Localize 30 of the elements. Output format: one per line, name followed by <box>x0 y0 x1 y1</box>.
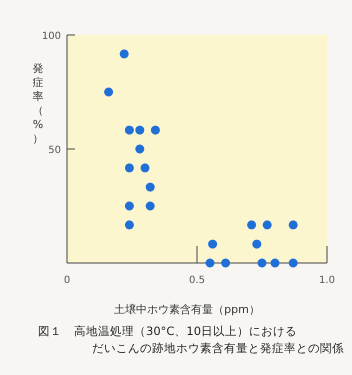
point <box>252 240 262 249</box>
point <box>288 220 298 230</box>
y-tick-label: 100 <box>42 31 61 42</box>
point <box>146 182 155 192</box>
x-tick-label: 0.5 <box>189 275 205 286</box>
point <box>221 258 230 268</box>
point <box>146 202 155 210</box>
point <box>124 163 134 172</box>
point <box>120 49 129 58</box>
point <box>135 144 144 154</box>
point <box>247 220 256 230</box>
point <box>124 220 134 230</box>
point <box>258 258 266 268</box>
point <box>288 258 298 268</box>
point <box>270 258 280 268</box>
x-tick-label: 0 <box>64 275 70 286</box>
point <box>140 163 150 172</box>
point <box>124 126 134 135</box>
point <box>206 258 214 268</box>
point <box>135 126 144 135</box>
point <box>124 202 134 210</box>
x-axis-title: 土壌中ホウ素含有量（ppm） <box>114 303 260 316</box>
y-tick-label: 50 <box>48 145 61 156</box>
point <box>150 126 160 135</box>
point <box>208 240 218 249</box>
point <box>104 88 114 96</box>
x-tick-label: 1.0 <box>319 275 335 286</box>
y-axis-title: 発症率（%） <box>32 62 44 145</box>
point <box>262 220 272 230</box>
caption: 図１ 高地温処理（30°C、10日以上）におけるだいこんの跡地ホウ素含有量と発症率との関係 <box>38 324 344 355</box>
